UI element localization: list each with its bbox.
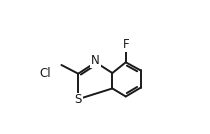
Text: S: S bbox=[75, 93, 82, 106]
Text: F: F bbox=[122, 38, 129, 51]
Text: N: N bbox=[91, 54, 100, 68]
Text: Cl: Cl bbox=[39, 66, 51, 80]
